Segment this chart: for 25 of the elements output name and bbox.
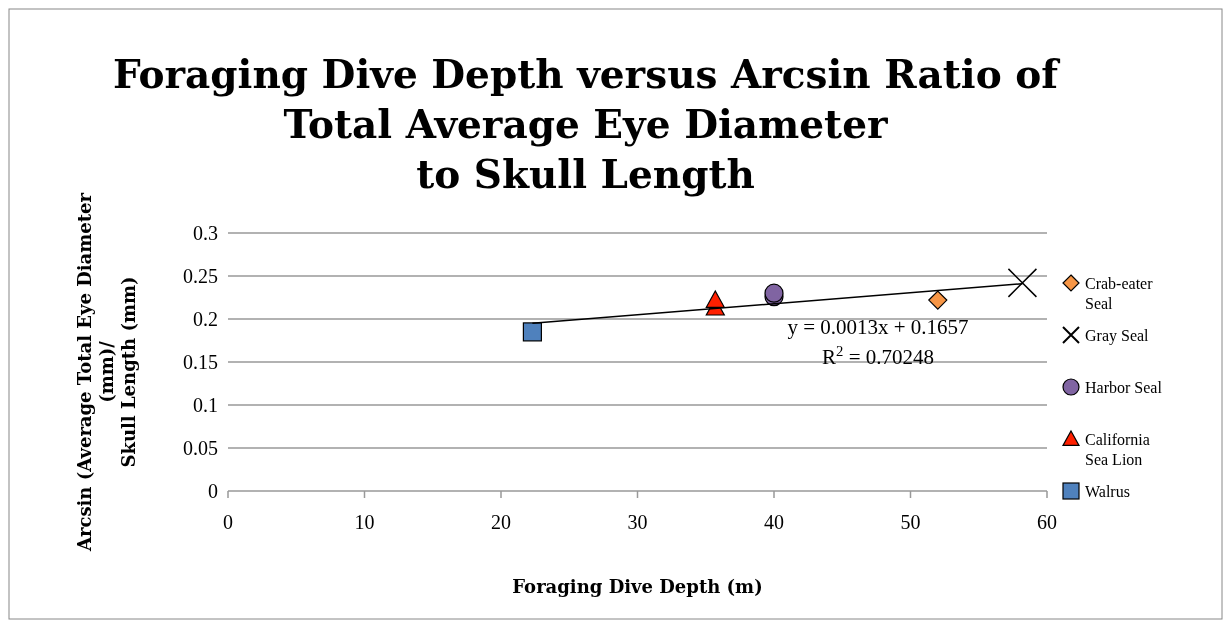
y-tick-label: 0.25 [183,265,218,287]
x-tick-label: 0 [223,511,233,533]
y-tick-label: 0.2 [193,308,218,330]
legend-label: California Sea Lion [1085,431,1150,468]
point [928,290,948,310]
y-tick-label: 0.05 [183,437,218,459]
point [705,290,725,308]
x-tick-label: 20 [491,511,511,533]
y-tick-label: 0.1 [193,394,218,416]
legend-label: Gray Seal [1085,327,1150,345]
x-tick-label: 40 [764,511,784,533]
x-tick-label: 50 [900,511,921,533]
x-tick-label: 10 [354,511,375,533]
legend-label: Crab-eater Seal [1085,275,1154,312]
annotation: y = 0.0013x + 0.1657 [787,315,969,339]
y-tick-label: 0 [208,480,218,502]
annotation: R$^{2}$ = 0.70248 [822,343,934,369]
legend-label: Walrus [1085,483,1130,500]
x-tick-label: 60 [1037,511,1057,533]
x-axis-title: Foraging Dive Depth (m) [512,576,763,597]
y-tick-label: 0.3 [193,222,218,244]
x-tick-label: 30 [627,511,648,533]
y-tick-label: 0.15 [183,351,218,373]
legend-label: Harbor Seal [1085,379,1163,396]
point [522,322,542,342]
